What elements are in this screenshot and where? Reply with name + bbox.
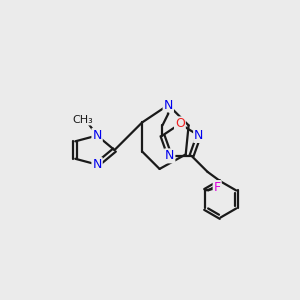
Text: N: N	[165, 149, 174, 162]
Text: N: N	[92, 158, 102, 171]
Text: N: N	[92, 129, 102, 142]
Text: N: N	[164, 98, 173, 112]
Text: N: N	[194, 129, 203, 142]
Text: CH₃: CH₃	[72, 115, 93, 124]
Text: F: F	[214, 181, 221, 194]
Text: O: O	[175, 117, 185, 130]
